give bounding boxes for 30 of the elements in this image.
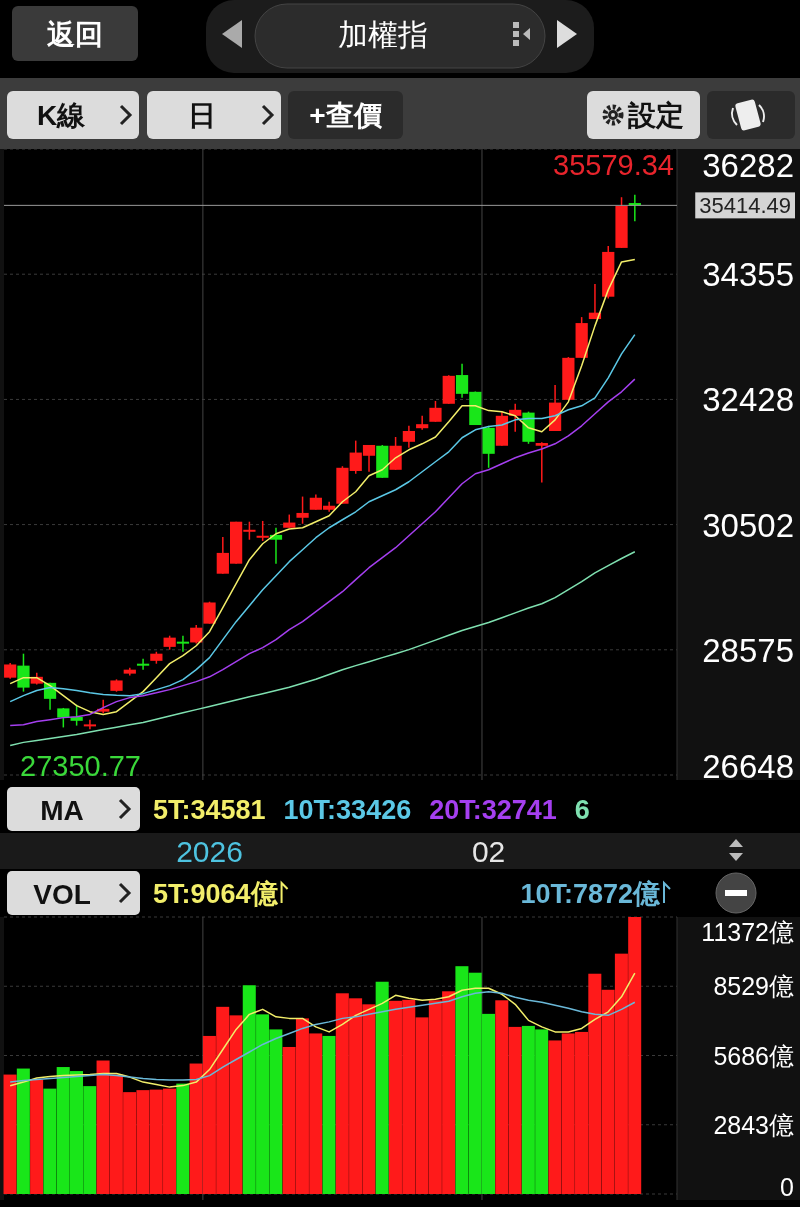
legend-title: MA [40,795,84,826]
y-tick-label: 11372億 [701,918,794,946]
text: 5T:34581 [153,795,266,825]
y-tick-label: 32428 [702,381,794,419]
text: K線 [36,100,87,131]
legend-title: VOL [33,879,91,910]
text: 返回 [47,18,103,50]
text: +查價 [309,100,383,131]
ref-line-label: 35414.49 [699,193,791,219]
annotation: 27350.77 [20,750,141,782]
x-tick-label: 2026 [176,835,243,868]
text: 6 [574,795,590,825]
y-tick-label: 34355 [702,256,794,294]
x-tick-label: 02 [471,835,506,868]
y-tick-label: 30502 [702,506,794,544]
y-tick-label: 8529億 [713,972,794,1001]
text: 10T:33426 [283,795,412,825]
annotation: 35579.34 [553,149,674,181]
legend-label: 10T:7872億 [520,879,661,909]
legend-label: 5T:9064億 [153,879,279,909]
y-tick-label: 0 [780,1173,794,1201]
text: 20T:32741 [429,795,557,825]
y-tick-label: 2843億 [713,1110,794,1139]
chart-title: 加權指 [338,18,428,51]
y-tick-label: 26648 [702,748,794,785]
y-tick-label: 28575 [702,631,794,669]
y-tick-label: 36282 [702,147,794,184]
text: 設定 [626,100,684,131]
y-tick-label: 5686億 [713,1041,794,1070]
text: 日 [188,100,216,131]
